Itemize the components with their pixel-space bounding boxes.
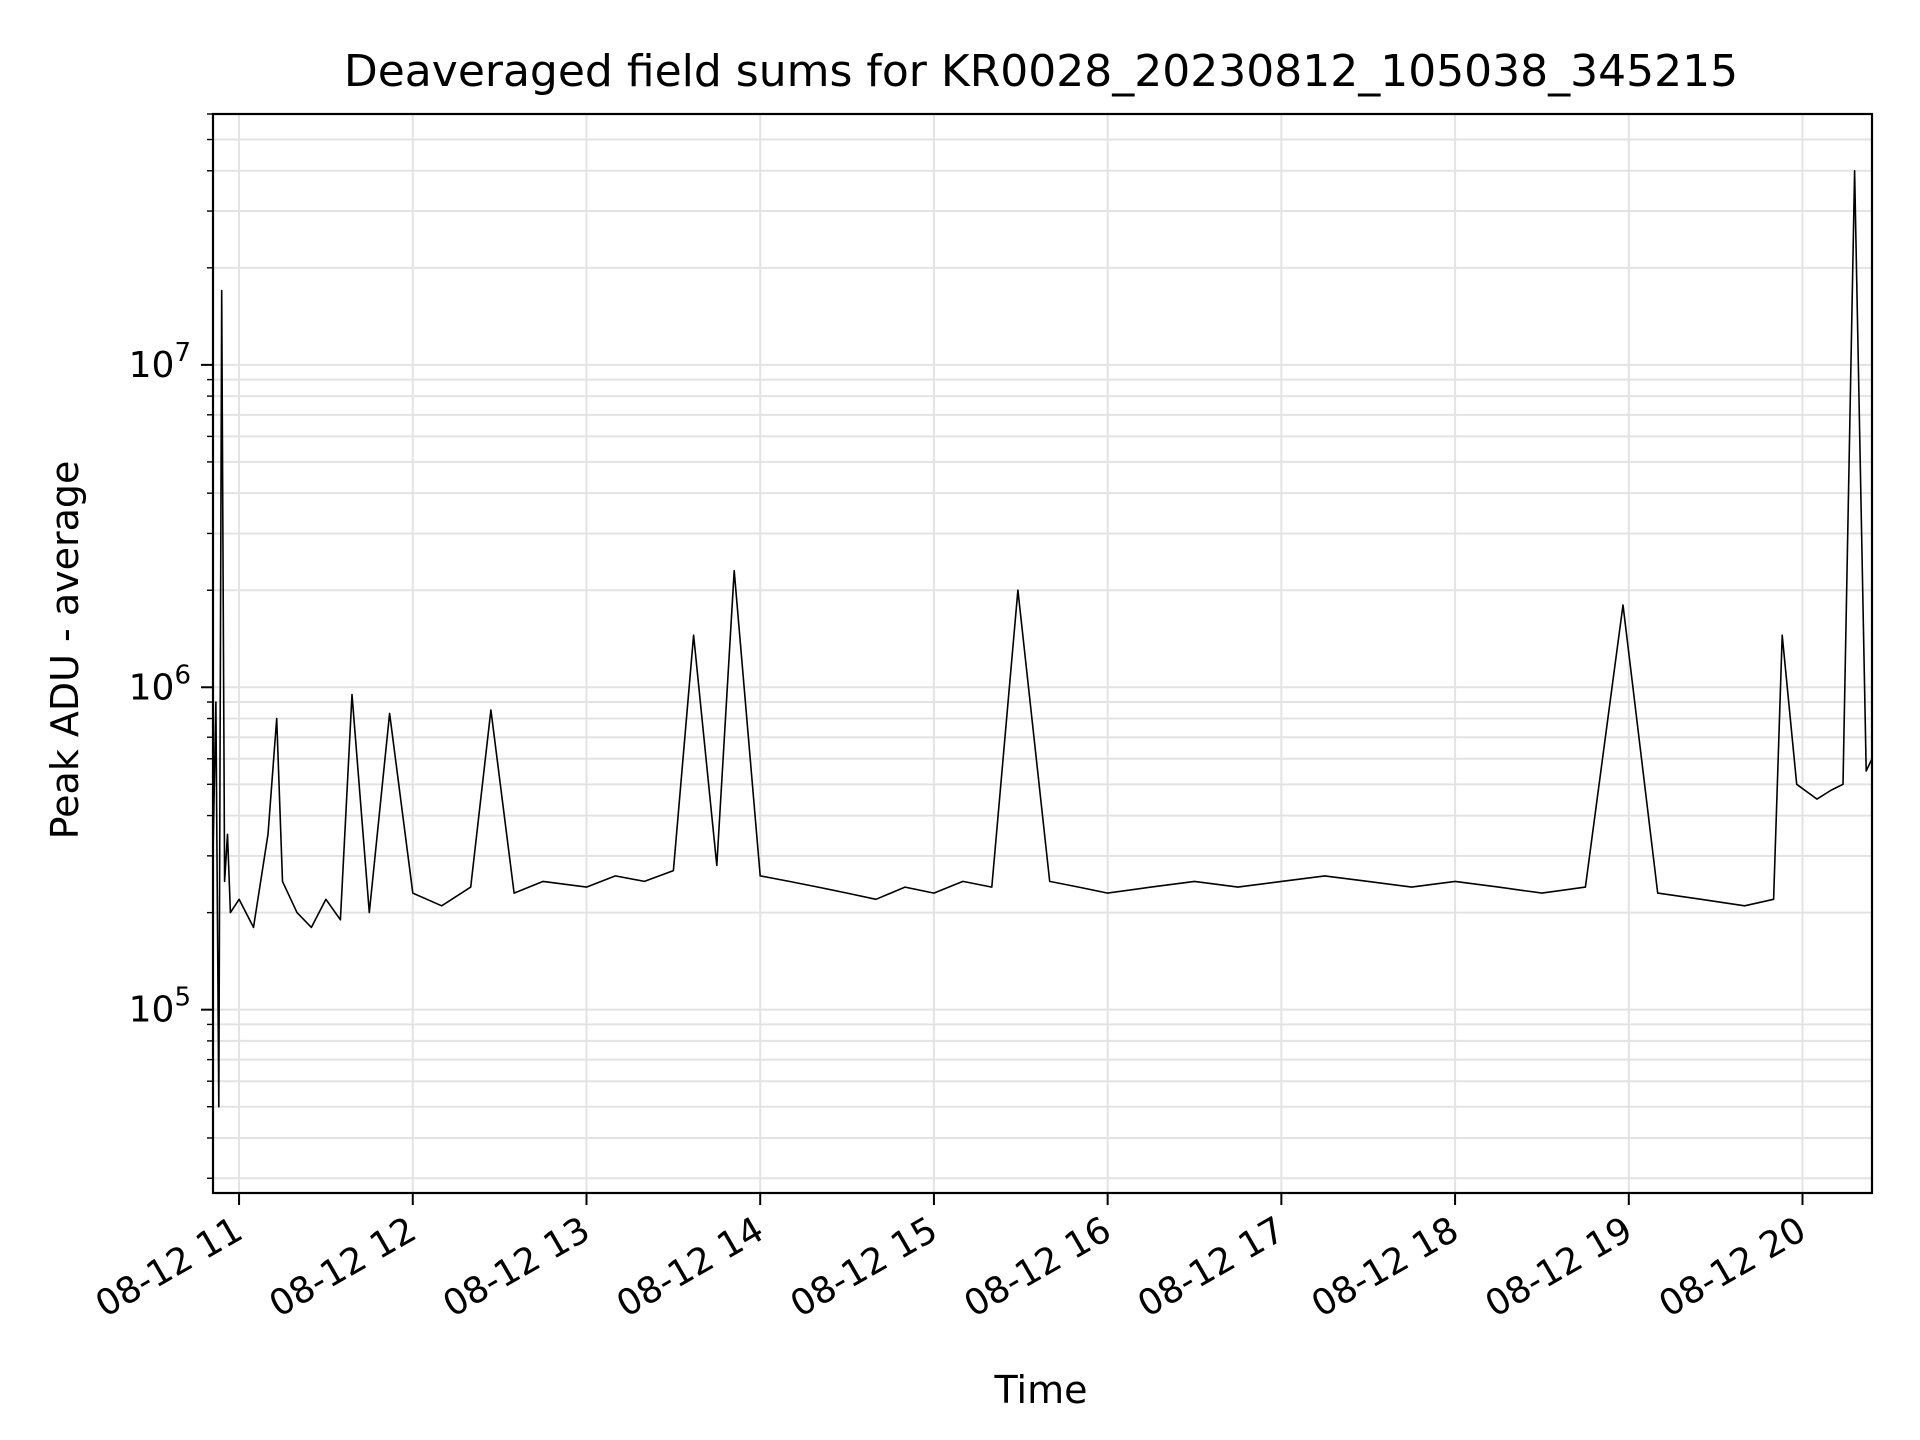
y-tick-label: 105 — [129, 983, 191, 1031]
grid-lines — [213, 113, 1872, 1193]
y-axis-label: Peak ADU - average — [43, 461, 87, 840]
plot-frame — [211, 112, 1874, 1195]
series-line — [212, 170, 1873, 1108]
y-axis-ticks: 105 106 107 — [129, 113, 213, 1179]
series-group — [212, 170, 1873, 1108]
y-tick-label: 107 — [129, 338, 191, 386]
y-tick-label: 106 — [129, 660, 191, 708]
chart-title: Deaveraged field sums for KR0028_2023081… — [344, 46, 1738, 97]
x-axis-label: Time — [994, 1368, 1088, 1412]
